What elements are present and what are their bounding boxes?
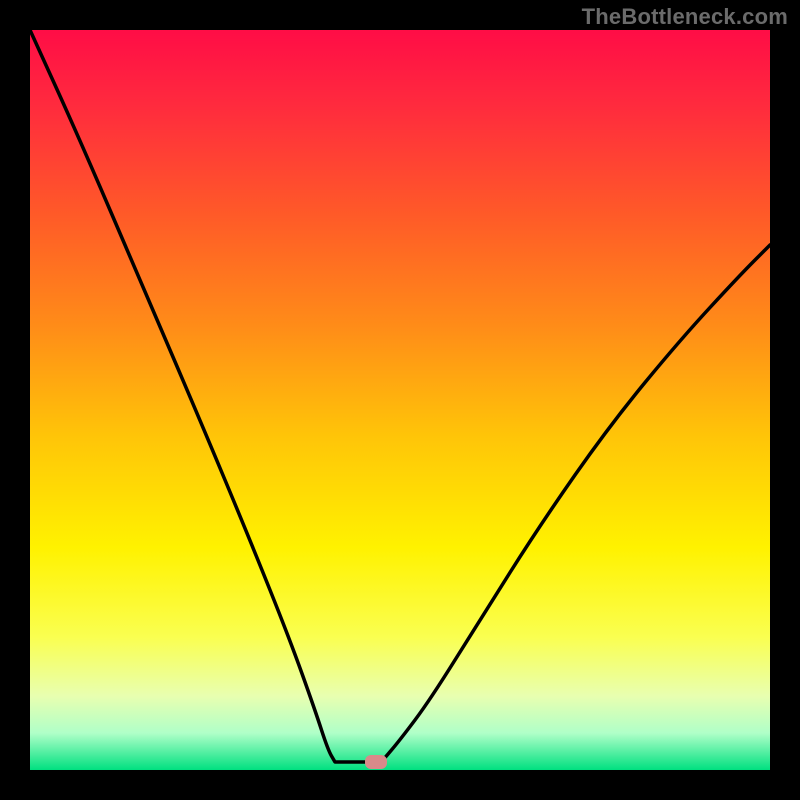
chart-container: TheBottleneck.com	[0, 0, 800, 800]
bottleneck-chart	[0, 0, 800, 800]
watermark-text: TheBottleneck.com	[582, 4, 788, 30]
gradient-background	[30, 30, 770, 770]
optimal-point-marker	[365, 755, 387, 769]
